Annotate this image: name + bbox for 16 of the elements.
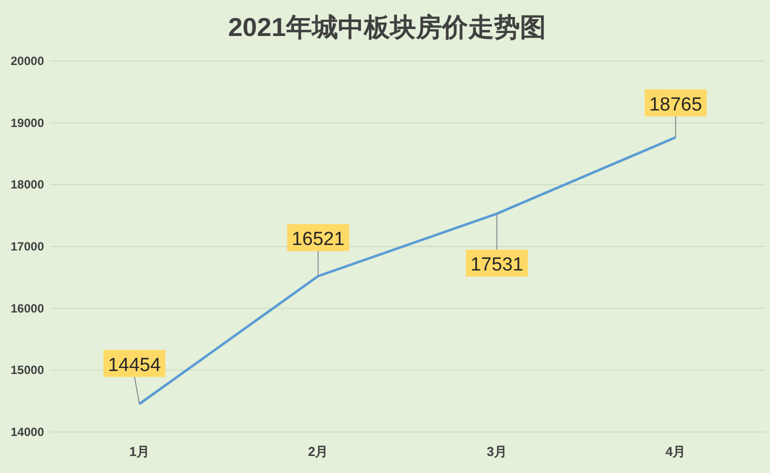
data-label: 17531 [470,254,524,276]
y-tick-label: 14000 [10,425,44,439]
chart-title: 2021年城中板块房价走势图 [228,12,546,42]
y-tick-label: 19000 [10,116,44,130]
y-tick-label: 15000 [10,363,44,378]
x-tick-label: 3月 [486,444,507,459]
y-tick-label: 16000 [10,301,44,316]
data-label: 18765 [649,94,702,116]
y-tick-label: 18000 [10,178,44,192]
data-label: 14454 [108,354,162,376]
x-tick-label: 2月 [308,444,328,459]
x-tick-label: 1月 [129,444,150,459]
y-tick-label: 17000 [10,240,44,254]
x-tick-label: 4月 [666,444,686,459]
data-label: 16521 [292,229,345,250]
y-tick-label: 20000 [10,54,44,68]
